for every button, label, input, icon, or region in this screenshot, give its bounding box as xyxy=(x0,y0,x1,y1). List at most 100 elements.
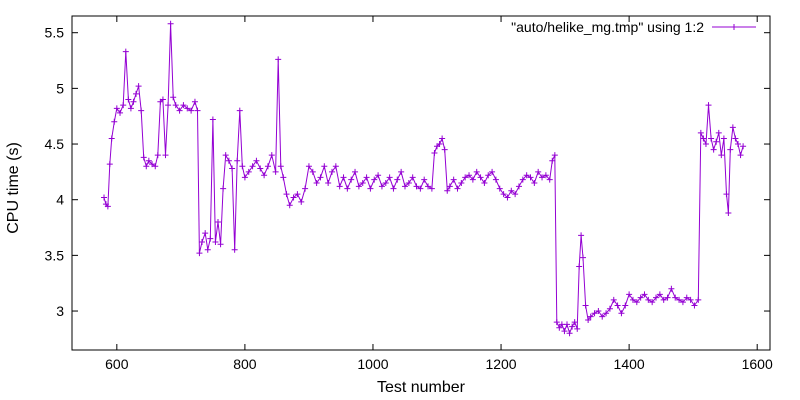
data-point xyxy=(390,185,397,192)
data-point xyxy=(512,191,519,198)
data-point xyxy=(202,230,209,237)
y-tick-label: 5 xyxy=(56,80,64,96)
data-point xyxy=(231,246,238,253)
data-point xyxy=(485,172,492,179)
data-point xyxy=(718,152,725,159)
data-point xyxy=(184,105,191,112)
data-point xyxy=(386,174,393,181)
data-point xyxy=(294,191,301,198)
data-point xyxy=(527,174,534,181)
data-point xyxy=(580,254,587,261)
axes-layer: 600 800 1000 1200 1400 1600 3 3.5 4 4.5 5 5.5 xyxy=(45,15,773,372)
data-point xyxy=(236,107,243,114)
data-point xyxy=(519,176,526,183)
data-point xyxy=(305,163,312,170)
data-point xyxy=(431,149,438,156)
data-point xyxy=(261,172,268,179)
data-point xyxy=(653,294,660,301)
data-point xyxy=(298,198,305,205)
data-point xyxy=(302,185,309,192)
data-point xyxy=(702,141,709,148)
data-point xyxy=(340,174,347,181)
data-point xyxy=(481,180,488,186)
data-point xyxy=(610,296,617,303)
data-point xyxy=(553,319,560,326)
data-point xyxy=(135,83,142,90)
y-tick-label: 4.5 xyxy=(45,136,65,152)
x-tick-label: 600 xyxy=(105,356,129,372)
y-tick-label: 3.5 xyxy=(45,247,65,263)
data-point xyxy=(133,90,140,97)
data-point xyxy=(165,102,172,109)
data-point xyxy=(222,152,229,159)
data-point xyxy=(469,176,476,183)
data-point xyxy=(649,299,656,306)
data-point xyxy=(629,296,636,303)
data-point xyxy=(454,185,461,192)
data-point xyxy=(101,194,108,201)
data-point xyxy=(280,174,287,181)
data-point xyxy=(277,163,284,170)
data-point xyxy=(626,291,633,298)
data-point xyxy=(725,210,732,217)
data-point xyxy=(614,302,621,309)
plot-border xyxy=(71,15,771,351)
data-point xyxy=(715,129,722,136)
data-point xyxy=(382,180,389,186)
data-point xyxy=(558,321,565,328)
data-point xyxy=(188,107,195,114)
data-point xyxy=(546,176,553,183)
data-point xyxy=(290,194,297,201)
data-point xyxy=(313,180,320,186)
data-point xyxy=(111,118,118,125)
data-point xyxy=(249,163,256,170)
data-point xyxy=(159,96,166,103)
data-point xyxy=(283,191,290,198)
data-point xyxy=(500,191,507,198)
x-axis-label: Test number xyxy=(377,379,466,396)
legend-marker-sample xyxy=(731,24,737,30)
data-point xyxy=(336,183,343,190)
data-point xyxy=(172,102,179,109)
data-point xyxy=(441,146,448,153)
data-point xyxy=(734,141,741,148)
data-point xyxy=(446,183,453,190)
data-point xyxy=(106,161,113,168)
data-point xyxy=(239,163,246,170)
data-point xyxy=(398,168,405,175)
data-point xyxy=(268,152,275,159)
data-point xyxy=(668,285,675,292)
data-point xyxy=(740,143,747,150)
data-point xyxy=(542,172,549,179)
data-point xyxy=(425,183,432,190)
data-point xyxy=(143,163,150,170)
x-tick-label: 1000 xyxy=(357,356,388,372)
data-point xyxy=(645,296,652,303)
data-point xyxy=(660,296,667,303)
data-point xyxy=(405,180,412,186)
data-point xyxy=(564,321,571,328)
data-point xyxy=(428,185,435,192)
data-point xyxy=(332,163,339,170)
data-point xyxy=(723,191,730,198)
data-point xyxy=(700,135,707,142)
data-point xyxy=(394,176,401,183)
data-point xyxy=(234,157,241,164)
x-tick-label: 1400 xyxy=(614,356,645,372)
data-point xyxy=(212,239,219,246)
data-point xyxy=(220,185,227,192)
data-point xyxy=(637,294,644,301)
data-point xyxy=(691,302,698,309)
data-point xyxy=(603,310,610,317)
data-point xyxy=(225,157,232,164)
data-point xyxy=(117,109,124,116)
data-point xyxy=(695,296,702,303)
data-point xyxy=(113,105,120,112)
data-point xyxy=(633,299,640,306)
data-point xyxy=(591,310,598,317)
data-point xyxy=(309,168,316,175)
data-point xyxy=(167,20,174,27)
data-point xyxy=(348,176,355,183)
data-point xyxy=(561,328,568,335)
data-point xyxy=(551,152,558,159)
